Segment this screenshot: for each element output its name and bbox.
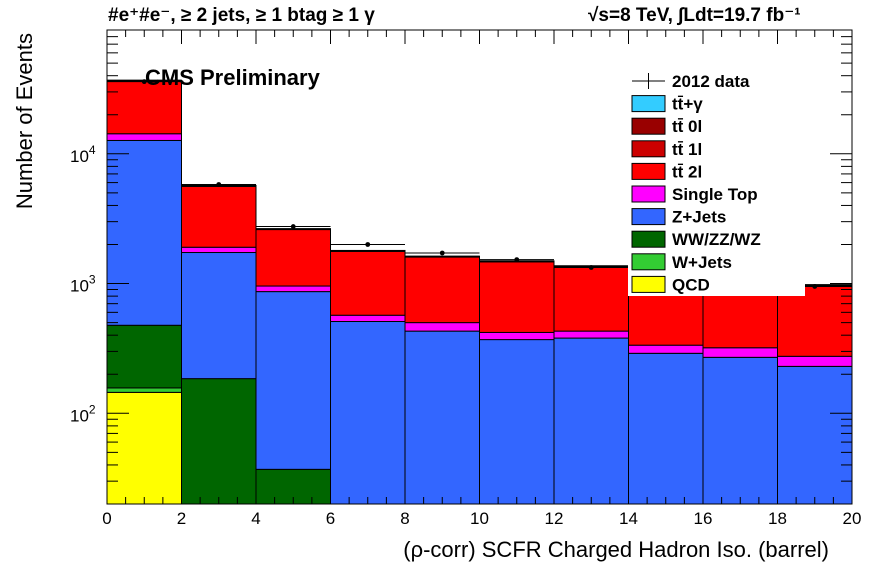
y-tick-label: 103 [70, 273, 96, 296]
bar-single-top-bin-9 [777, 355, 853, 367]
legend-label: tt̄ 0l [672, 117, 702, 136]
legend-label: tt̄+γ [672, 95, 703, 114]
x-tick-label: 20 [843, 509, 862, 528]
y-axis-title: Number of Events [12, 33, 37, 209]
data-point-6 [588, 265, 594, 270]
bar-z-jets-bin-4 [404, 330, 480, 505]
y-axis: 102 103 104 [70, 29, 852, 505]
bar-single-top-bin-1 [181, 246, 257, 254]
bar-tt-2l-bin-9 [777, 285, 853, 357]
legend-swatch [631, 185, 666, 203]
legend-label: QCD [672, 275, 710, 294]
bar-single-top-bin-3 [330, 314, 406, 323]
x-axis: 0 2 4 6 8 10 12 14 16 18 20 [102, 30, 861, 528]
legend-label: WW/ZZ/WZ [672, 230, 761, 249]
x-tick-label: 0 [102, 509, 111, 528]
bar-tt-2l-bin-5 [479, 261, 555, 333]
title-left: #e⁺#e⁻, ≥ 2 jets, ≥ 1 btag ≥ 1 γ [108, 5, 375, 26]
legend-label: W+Jets [672, 253, 732, 272]
bar-tt-2l-bin-4 [404, 256, 480, 324]
data-point-5 [514, 257, 520, 262]
data-point-9 [812, 284, 818, 289]
bar-single-top-bin-0 [106, 133, 182, 141]
bar-qcd-bin-0 [106, 391, 182, 505]
bar-single-top-bin-4 [404, 322, 480, 332]
x-tick-label: 10 [470, 509, 489, 528]
bar-tt-2l-bin-2 [255, 229, 331, 287]
legend-swatch [631, 95, 666, 113]
legend-swatch [631, 140, 666, 158]
bar-single-top-bin-7 [628, 344, 704, 354]
legend-label: Z+Jets [672, 208, 726, 227]
bar-single-top-bin-6 [553, 330, 629, 339]
x-tick-label: 8 [400, 509, 409, 528]
bar-w-jets-bin-0 [106, 387, 182, 393]
bar-z-jets-bin-1 [181, 252, 257, 380]
bar-z-jets-bin-6 [553, 337, 629, 505]
data-point-3 [365, 242, 371, 247]
legend: 2012 data tt̄+γ tt̄ 0l tt̄ 1l tt̄ 2l Single T… [628, 68, 805, 296]
legend-label: tt̄ 1l [672, 140, 702, 159]
legend-swatch [631, 208, 666, 226]
x-tick-label: 12 [545, 509, 564, 528]
bar-z-jets-bin-0 [106, 139, 182, 326]
bar-tt-2l-bin-6 [553, 266, 629, 332]
legend-label: tt̄ 2l [672, 162, 702, 181]
legend-label: Single Top [672, 185, 758, 204]
x-axis-title: (ρ-corr) SCFR Charged Hadron Iso. (barre… [403, 537, 829, 562]
legend-swatch [631, 162, 666, 180]
title-right: √s=8 TeV, ∫Ldt=19.7 fb⁻¹ [588, 5, 801, 26]
bar-z-jets-bin-8 [702, 356, 778, 505]
bar-single-top-bin-8 [702, 347, 778, 358]
bar-tt-2l-bin-3 [330, 250, 406, 316]
x-tick-label: 16 [694, 509, 713, 528]
bar-z-jets-bin-9 [777, 365, 853, 505]
legend-swatch [631, 275, 666, 293]
bar-single-top-bin-2 [255, 285, 331, 293]
legend-swatch [631, 117, 666, 135]
data-point-1 [216, 182, 222, 187]
bar-ww-zz-wz-bin-0 [106, 324, 182, 389]
legend-swatch [631, 253, 666, 271]
bar-tt-2l-bin-1 [181, 185, 257, 248]
data-point-4 [439, 250, 445, 256]
bar-z-jets-bin-2 [255, 291, 331, 470]
x-tick-label: 6 [326, 509, 335, 528]
y-tick-label: 102 [70, 402, 96, 425]
x-tick-label: 2 [177, 509, 186, 528]
bar-z-jets-bin-3 [330, 321, 406, 505]
data-point-2 [290, 224, 296, 229]
cms-preliminary-label: CMS Preliminary [145, 65, 321, 90]
x-tick-label: 4 [251, 509, 260, 528]
x-tick-label: 14 [619, 509, 638, 528]
x-tick-label: 18 [768, 509, 787, 528]
y-tick-label: 104 [70, 143, 96, 166]
legend-swatch [631, 230, 666, 248]
bar-tt-2l-bin-0 [106, 80, 182, 135]
legend-label: 2012 data [672, 72, 750, 91]
bar-z-jets-bin-7 [628, 352, 704, 505]
bar-z-jets-bin-5 [479, 339, 555, 505]
bar-ww-zz-wz-bin-1 [181, 378, 257, 505]
data-point-0 [141, 79, 147, 85]
bar-single-top-bin-5 [479, 331, 555, 341]
